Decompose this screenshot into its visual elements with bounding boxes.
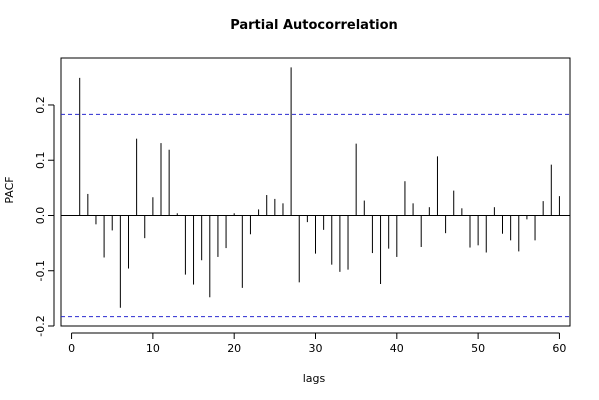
plot-frame bbox=[60, 57, 571, 327]
y-tick-label-2: 0.0 bbox=[34, 207, 47, 225]
x-tick-label-10: 10 bbox=[146, 342, 160, 355]
x-tick-label-40: 40 bbox=[390, 342, 404, 355]
x-tick-label-60: 60 bbox=[552, 342, 566, 355]
plot-area: 0 10 20 30 40 50 60 -0.2 -0.1 0.0 0.1 0.2 bbox=[34, 57, 571, 355]
x-axis-label: lags bbox=[303, 372, 326, 385]
x-tick-label-20: 20 bbox=[227, 342, 241, 355]
y-tick-label-3: 0.1 bbox=[34, 151, 47, 169]
y-tick-label-1: -0.1 bbox=[34, 260, 47, 281]
x-tick-label-50: 50 bbox=[471, 342, 485, 355]
x-tick-label-30: 30 bbox=[309, 342, 323, 355]
y-axis-label: PACF bbox=[3, 176, 16, 203]
y-tick-label-0: -0.2 bbox=[34, 315, 47, 336]
y-tick-label-4: 0.2 bbox=[34, 96, 47, 114]
x-tick-label-0: 0 bbox=[68, 342, 75, 355]
chart-title: Partial Autocorrelation bbox=[230, 18, 398, 33]
